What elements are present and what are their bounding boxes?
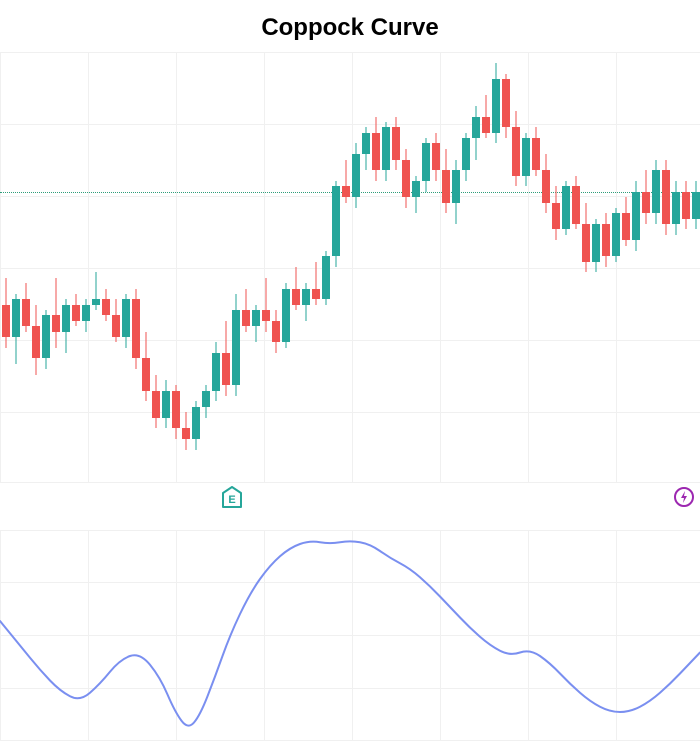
candle	[212, 52, 220, 482]
candle	[262, 52, 270, 482]
candle	[112, 52, 120, 482]
candle	[652, 52, 660, 482]
candle	[642, 52, 650, 482]
candle	[202, 52, 210, 482]
candle	[292, 52, 300, 482]
svg-text:E: E	[228, 494, 235, 506]
candle	[402, 52, 410, 482]
candle	[542, 52, 550, 482]
candle	[532, 52, 540, 482]
candle	[172, 52, 180, 482]
candle	[492, 52, 500, 482]
candle	[142, 52, 150, 482]
candlestick-panel: E	[0, 52, 700, 518]
candle	[242, 52, 250, 482]
candle	[332, 52, 340, 482]
candle	[92, 52, 100, 482]
candle	[222, 52, 230, 482]
candle	[42, 52, 50, 482]
candle	[692, 52, 700, 482]
candle	[362, 52, 370, 482]
chart-title: Coppock Curve	[0, 0, 700, 52]
candle	[52, 52, 60, 482]
grid-h	[0, 482, 700, 483]
candle	[502, 52, 510, 482]
candle	[432, 52, 440, 482]
candle	[442, 52, 450, 482]
candle	[82, 52, 90, 482]
candle	[62, 52, 70, 482]
candle	[182, 52, 190, 482]
candle	[192, 52, 200, 482]
candle	[552, 52, 560, 482]
coppock-curve-line	[0, 530, 700, 740]
candle	[662, 52, 670, 482]
candle	[602, 52, 610, 482]
indicator-panel	[0, 530, 700, 740]
candle	[2, 52, 10, 482]
candle	[522, 52, 530, 482]
candle	[482, 52, 490, 482]
candle	[32, 52, 40, 482]
candle	[572, 52, 580, 482]
candle	[512, 52, 520, 482]
candle	[22, 52, 30, 482]
candle	[472, 52, 480, 482]
candle	[592, 52, 600, 482]
candle	[102, 52, 110, 482]
candle	[162, 52, 170, 482]
candle	[462, 52, 470, 482]
candle	[322, 52, 330, 482]
candle	[452, 52, 460, 482]
candle	[622, 52, 630, 482]
grid-v	[0, 52, 1, 482]
candle	[302, 52, 310, 482]
candle	[312, 52, 320, 482]
candle	[382, 52, 390, 482]
candle	[132, 52, 140, 482]
candle	[352, 52, 360, 482]
candle	[582, 52, 590, 482]
candle	[122, 52, 130, 482]
candle	[682, 52, 690, 482]
event-marker-e[interactable]: E	[222, 486, 242, 513]
candle	[612, 52, 620, 482]
candle	[252, 52, 260, 482]
candle	[72, 52, 80, 482]
candle	[632, 52, 640, 482]
candle	[562, 52, 570, 482]
candle	[672, 52, 680, 482]
candle	[152, 52, 160, 482]
candle	[272, 52, 280, 482]
grid-v	[440, 52, 441, 482]
candle	[282, 52, 290, 482]
event-marker-bolt[interactable]	[673, 486, 695, 513]
candle	[412, 52, 420, 482]
candle	[342, 52, 350, 482]
candle	[422, 52, 430, 482]
candle	[232, 52, 240, 482]
candle	[372, 52, 380, 482]
candle	[392, 52, 400, 482]
candle	[12, 52, 20, 482]
